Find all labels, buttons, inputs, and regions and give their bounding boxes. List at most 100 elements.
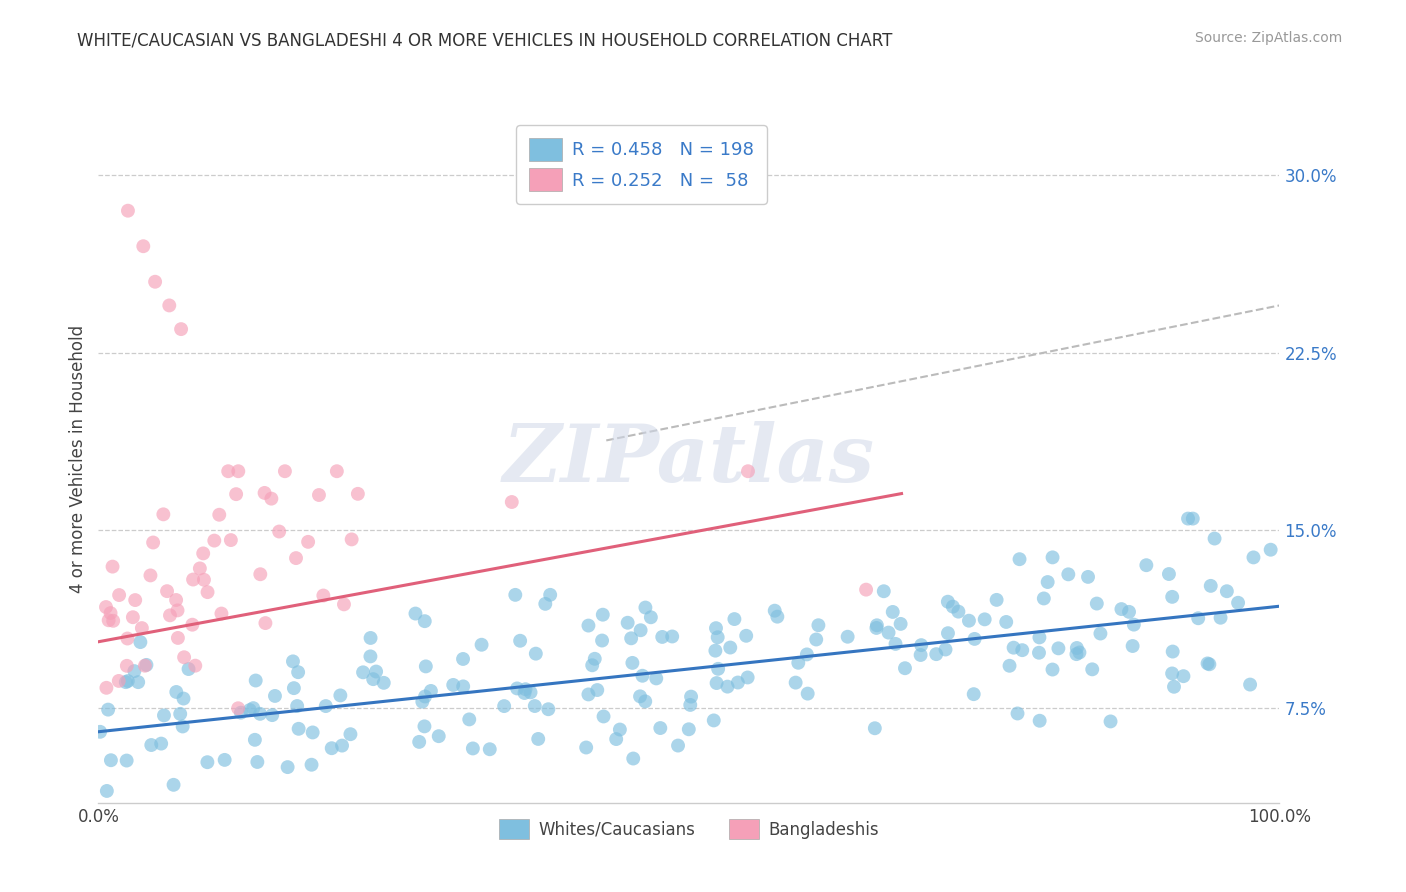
Text: ZIPatlas: ZIPatlas [503,421,875,498]
Point [866,618,889,632]
Point [89,724,111,739]
Point [494,699,516,714]
Point [243,732,266,747]
Legend: Whites/Caucasians, Bangladeshis: Whites/Caucasians, Bangladeshis [492,813,886,846]
Text: Source: ZipAtlas.com: Source: ZipAtlas.com [1195,31,1343,45]
Point [1243,550,1265,565]
Point [630,624,652,638]
Point [219,533,242,547]
Point [117,632,139,646]
Point [1090,626,1112,640]
Point [785,675,807,690]
Point [1028,646,1050,660]
Point [214,753,236,767]
Point [226,464,249,478]
Point [1077,570,1099,584]
Point [339,727,361,741]
Point [170,322,193,336]
Point [1181,511,1204,525]
Point [1066,640,1088,655]
Point [737,464,759,478]
Point [277,760,299,774]
Point [107,673,129,688]
Point [706,630,728,644]
Point [141,738,163,752]
Point [359,649,381,664]
Point [973,612,995,626]
Point [651,630,673,644]
Point [1036,575,1059,590]
Point [704,621,727,635]
Point [1002,640,1025,655]
Point [704,643,727,657]
Point [621,751,644,765]
Point [925,647,948,661]
Point [193,573,215,587]
Point [287,665,309,680]
Point [287,722,309,736]
Point [167,631,190,645]
Point [366,665,388,679]
Point [419,684,441,698]
Point [538,588,561,602]
Point [330,739,353,753]
Point [1157,567,1180,582]
Point [1204,532,1226,546]
Point [408,735,430,749]
Point [301,757,323,772]
Point [1028,714,1050,728]
Point [96,681,118,695]
Point [703,714,725,728]
Point [165,685,187,699]
Point [173,691,195,706]
Point [1239,677,1261,691]
Point [347,487,370,501]
Point [124,593,146,607]
Point [181,573,204,587]
Point [131,621,153,635]
Point [1099,714,1122,729]
Point [152,508,174,522]
Point [321,741,343,756]
Point [283,681,305,695]
Point [197,585,219,599]
Point [94,600,117,615]
Point [127,675,149,690]
Point [640,610,662,624]
Text: WHITE/CAUCASIAN VS BANGLADESHI 4 OR MORE VEHICLES IN HOUSEHOLD CORRELATION CHART: WHITE/CAUCASIAN VS BANGLADESHI 4 OR MORE… [77,31,893,49]
Point [936,595,959,609]
Point [285,698,308,713]
Point [150,737,173,751]
Point [1081,662,1104,676]
Point [727,675,749,690]
Point [1198,657,1220,672]
Point [631,669,654,683]
Point [666,739,689,753]
Point [373,676,395,690]
Point [173,650,195,665]
Point [301,725,323,739]
Point [245,673,267,688]
Point [166,603,188,617]
Point [578,688,600,702]
Point [202,533,225,548]
Point [1069,645,1091,659]
Point [96,784,118,798]
Point [285,551,308,566]
Point [678,723,700,737]
Point [135,657,157,672]
Point [882,605,904,619]
Point [1028,631,1050,645]
Point [865,621,887,635]
Point [718,640,741,655]
Point [239,703,262,717]
Point [766,609,789,624]
Point [1011,643,1033,657]
Point [97,613,120,627]
Point [100,606,122,620]
Point [1227,596,1250,610]
Point [254,616,277,631]
Point [122,610,145,624]
Point [796,648,818,662]
Point [1135,558,1157,573]
